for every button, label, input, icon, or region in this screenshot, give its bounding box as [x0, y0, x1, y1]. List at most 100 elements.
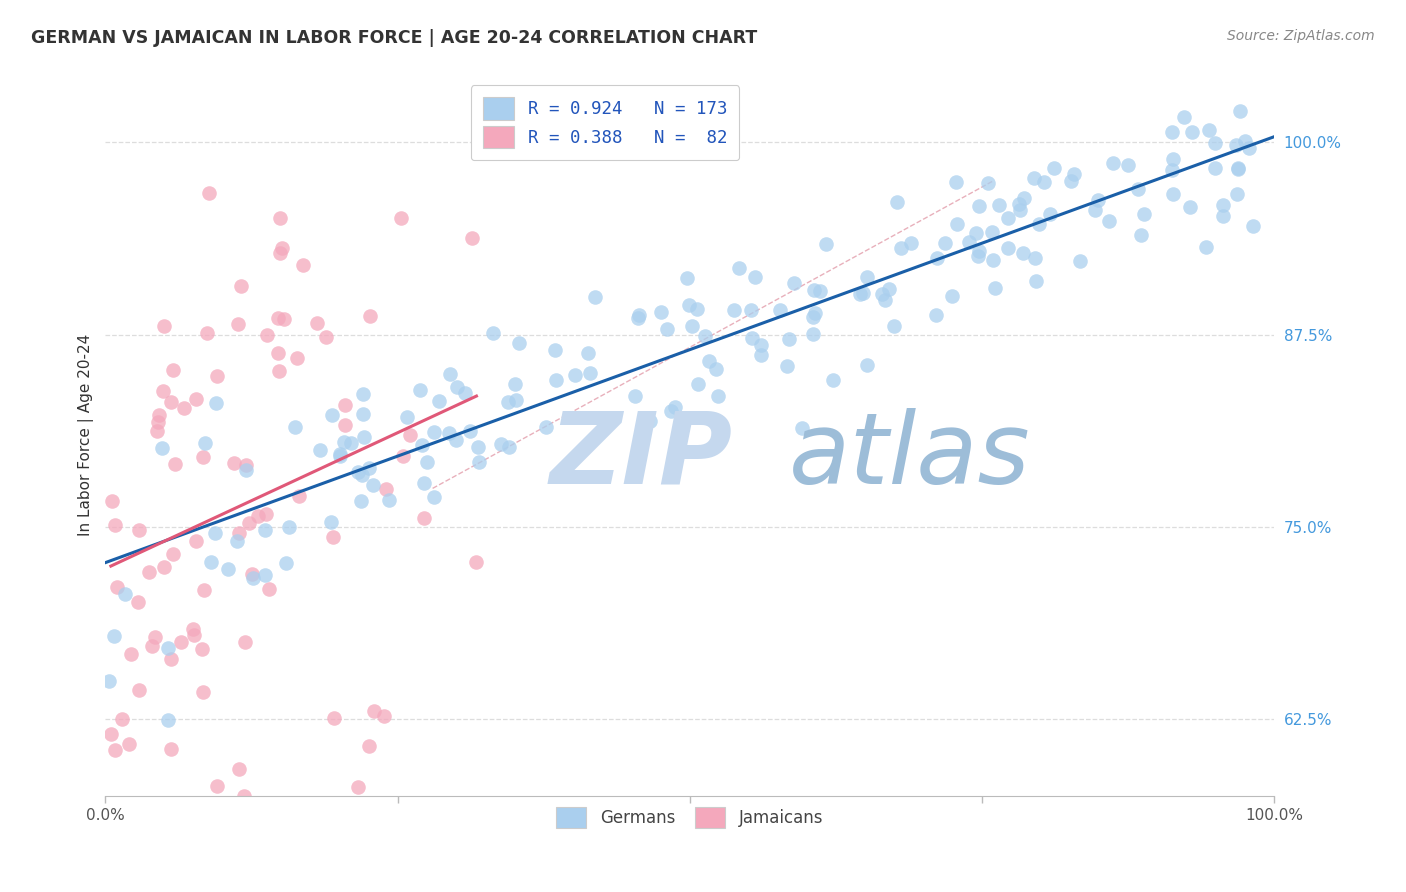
Point — [544, 343, 567, 358]
Point — [1008, 197, 1031, 211]
Point — [496, 395, 519, 409]
Point — [505, 393, 527, 408]
Point — [1226, 161, 1249, 176]
Point — [967, 249, 990, 263]
Point — [423, 490, 446, 504]
Point — [576, 346, 599, 360]
Point — [162, 362, 184, 376]
Point — [173, 401, 195, 415]
Point — [104, 743, 127, 757]
Point — [503, 376, 526, 391]
Point — [467, 440, 489, 454]
Point — [1204, 161, 1226, 176]
Point — [138, 566, 160, 580]
Point — [977, 176, 1000, 190]
Point — [254, 507, 277, 521]
Point — [508, 336, 530, 351]
Point — [194, 436, 217, 450]
Point — [655, 322, 678, 336]
Point — [678, 298, 700, 312]
Point — [564, 368, 586, 382]
Point — [162, 547, 184, 561]
Point — [163, 457, 186, 471]
Text: atlas: atlas — [789, 408, 1031, 505]
Point — [257, 582, 280, 596]
Point — [945, 217, 967, 231]
Point — [1226, 186, 1249, 201]
Point — [1060, 174, 1083, 188]
Point — [340, 435, 363, 450]
Point — [240, 566, 263, 581]
Point — [856, 358, 879, 372]
Point — [247, 508, 270, 523]
Point — [352, 387, 374, 401]
Point — [1039, 207, 1062, 221]
Point — [852, 286, 875, 301]
Point — [184, 533, 207, 548]
Point — [284, 419, 307, 434]
Point — [461, 231, 484, 245]
Point — [198, 186, 221, 201]
Point — [707, 389, 730, 403]
Point — [1161, 125, 1184, 139]
Point — [941, 289, 963, 303]
Point — [1173, 110, 1195, 124]
Point — [146, 424, 169, 438]
Point — [534, 420, 557, 434]
Point — [329, 448, 352, 462]
Point — [1128, 181, 1150, 195]
Point — [204, 526, 226, 541]
Text: ZIP: ZIP — [550, 408, 733, 505]
Point — [782, 277, 804, 291]
Point — [228, 762, 250, 776]
Point — [489, 436, 512, 450]
Point — [98, 674, 121, 689]
Point — [627, 310, 650, 325]
Point — [1098, 214, 1121, 228]
Point — [273, 311, 295, 326]
Point — [740, 303, 762, 318]
Point — [741, 331, 763, 345]
Point — [361, 478, 384, 492]
Point — [253, 568, 276, 582]
Point — [957, 235, 980, 249]
Point — [416, 455, 439, 469]
Point — [437, 426, 460, 441]
Point — [321, 408, 343, 422]
Point — [222, 456, 245, 470]
Point — [183, 627, 205, 641]
Point — [146, 415, 169, 429]
Point — [238, 516, 260, 530]
Point — [253, 524, 276, 538]
Point — [1227, 161, 1250, 176]
Point — [744, 269, 766, 284]
Point — [1180, 125, 1202, 139]
Point — [925, 251, 948, 265]
Point — [193, 685, 215, 699]
Point — [413, 475, 436, 490]
Point — [181, 622, 204, 636]
Point — [1028, 217, 1050, 231]
Point — [704, 362, 727, 376]
Point — [357, 739, 380, 753]
Point — [352, 407, 374, 421]
Text: GERMAN VS JAMAICAN IN LABOR FORCE | AGE 20-24 CORRELATION CHART: GERMAN VS JAMAICAN IN LABOR FORCE | AGE … — [31, 29, 758, 46]
Point — [1241, 219, 1264, 234]
Point — [1087, 193, 1109, 207]
Point — [1161, 186, 1184, 201]
Point — [578, 367, 600, 381]
Point — [396, 410, 419, 425]
Point — [681, 319, 703, 334]
Point — [378, 492, 401, 507]
Point — [100, 727, 122, 741]
Point — [749, 348, 772, 362]
Point — [347, 465, 370, 479]
Point — [1032, 175, 1054, 189]
Point — [659, 404, 682, 418]
Point — [1225, 137, 1247, 152]
Point — [409, 383, 432, 397]
Point — [242, 571, 264, 585]
Point — [465, 555, 488, 569]
Point — [287, 351, 309, 365]
Point — [233, 635, 256, 649]
